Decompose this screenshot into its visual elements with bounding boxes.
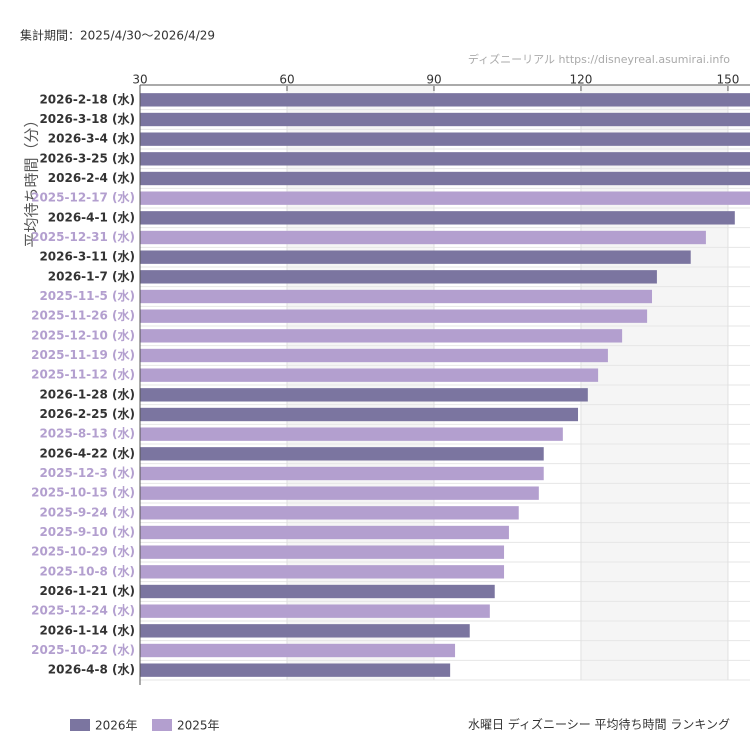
subtitle: 集計期間：2025/4/30〜2026/4/29 [20,28,215,43]
y-tick-label: 2025-9-10 (水) [39,524,135,539]
y-tick-label: 2026-3-4 (水) [48,131,135,146]
y-tick-label: 2025-8-13 (水) [39,426,135,441]
y-tick-label: 2025-10-29 (水) [31,544,135,559]
bar [140,506,519,520]
bar [140,545,505,559]
bar [140,427,563,441]
bar [140,486,539,500]
y-tick-label: 2026-1-21 (水) [39,583,135,598]
y-tick-label: 2025-10-8 (水) [39,563,135,578]
bar [140,329,623,343]
bar [140,525,509,540]
bar [140,289,653,304]
bar [140,388,588,402]
y-tick-label: 2026-4-1 (水) [48,209,135,224]
bar [140,211,735,225]
legend-swatch [152,719,172,731]
bar [140,132,750,146]
legend-label: 2026年 [95,719,138,733]
y-axis-label: 平均待ち時間（分） [23,112,41,247]
legend-swatch [70,719,90,731]
y-tick-label: 2026-4-22 (水) [39,445,135,460]
x-tick-label: 90 [426,73,441,87]
bar [140,407,579,422]
y-tick-label: 2025-11-19 (水) [31,347,135,362]
bar [140,112,750,127]
bar [140,447,544,461]
footer: 水曜日 ディズニーシー 平均待ち時間 ランキング [468,717,730,732]
bar [140,663,451,677]
y-tick-label: 2026-4-8 (水) [48,662,135,677]
y-tick-label: 2025-12-31 (水) [31,229,135,244]
y-tick-label: 2025-12-24 (水) [31,603,135,618]
bar [140,565,505,579]
bar [140,152,750,166]
y-tick-label: 2026-2-18 (水) [39,91,135,106]
y-tick-label: 2025-11-12 (水) [31,367,135,382]
bar [140,624,470,638]
y-tick-label: 2026-3-11 (水) [39,249,135,264]
y-tick-label: 2025-9-24 (水) [39,504,135,519]
y-tick-label: 2026-2-4 (水) [48,170,135,185]
y-tick-label: 2026-3-18 (水) [39,111,135,126]
bar [140,643,456,658]
y-tick-label: 2026-1-14 (水) [39,622,135,637]
source: ディズニーリアル https://disneyreal.asumirai.inf… [468,52,730,66]
y-tick-label: 2025-11-26 (水) [31,308,135,323]
bar [140,93,750,107]
y-tick-label: 2025-11-5 (水) [39,288,135,303]
bar [140,466,544,481]
y-tick-label: 2026-2-25 (水) [39,406,135,421]
bar [140,584,495,599]
x-tick-label: 60 [279,73,294,87]
plot [140,85,750,681]
bar [140,604,490,618]
x-tick-label: 120 [570,73,593,87]
y-tick-label: 2025-12-10 (水) [31,327,135,342]
bar [140,171,750,186]
x-tick-label: 150 [716,73,739,87]
y-tick-label: 2026-1-28 (水) [39,386,135,401]
y-tick-label: 2026-1-7 (水) [48,268,135,283]
bar [140,230,706,245]
bar [140,368,599,382]
y-tick-label: 2026-3-25 (水) [39,150,135,165]
y-tick-label: 2025-12-3 (水) [39,465,135,480]
bar [140,309,648,323]
bar [140,191,750,205]
y-tick-label: 2025-12-17 (水) [31,190,135,205]
x-tick-label: 30 [132,73,147,87]
bar [140,250,691,264]
bar [140,348,608,363]
bar [140,270,657,284]
legend-label: 2025年 [177,719,220,733]
y-tick-label: 2025-10-15 (水) [31,485,135,500]
y-tick-label: 2025-10-22 (水) [31,642,135,657]
